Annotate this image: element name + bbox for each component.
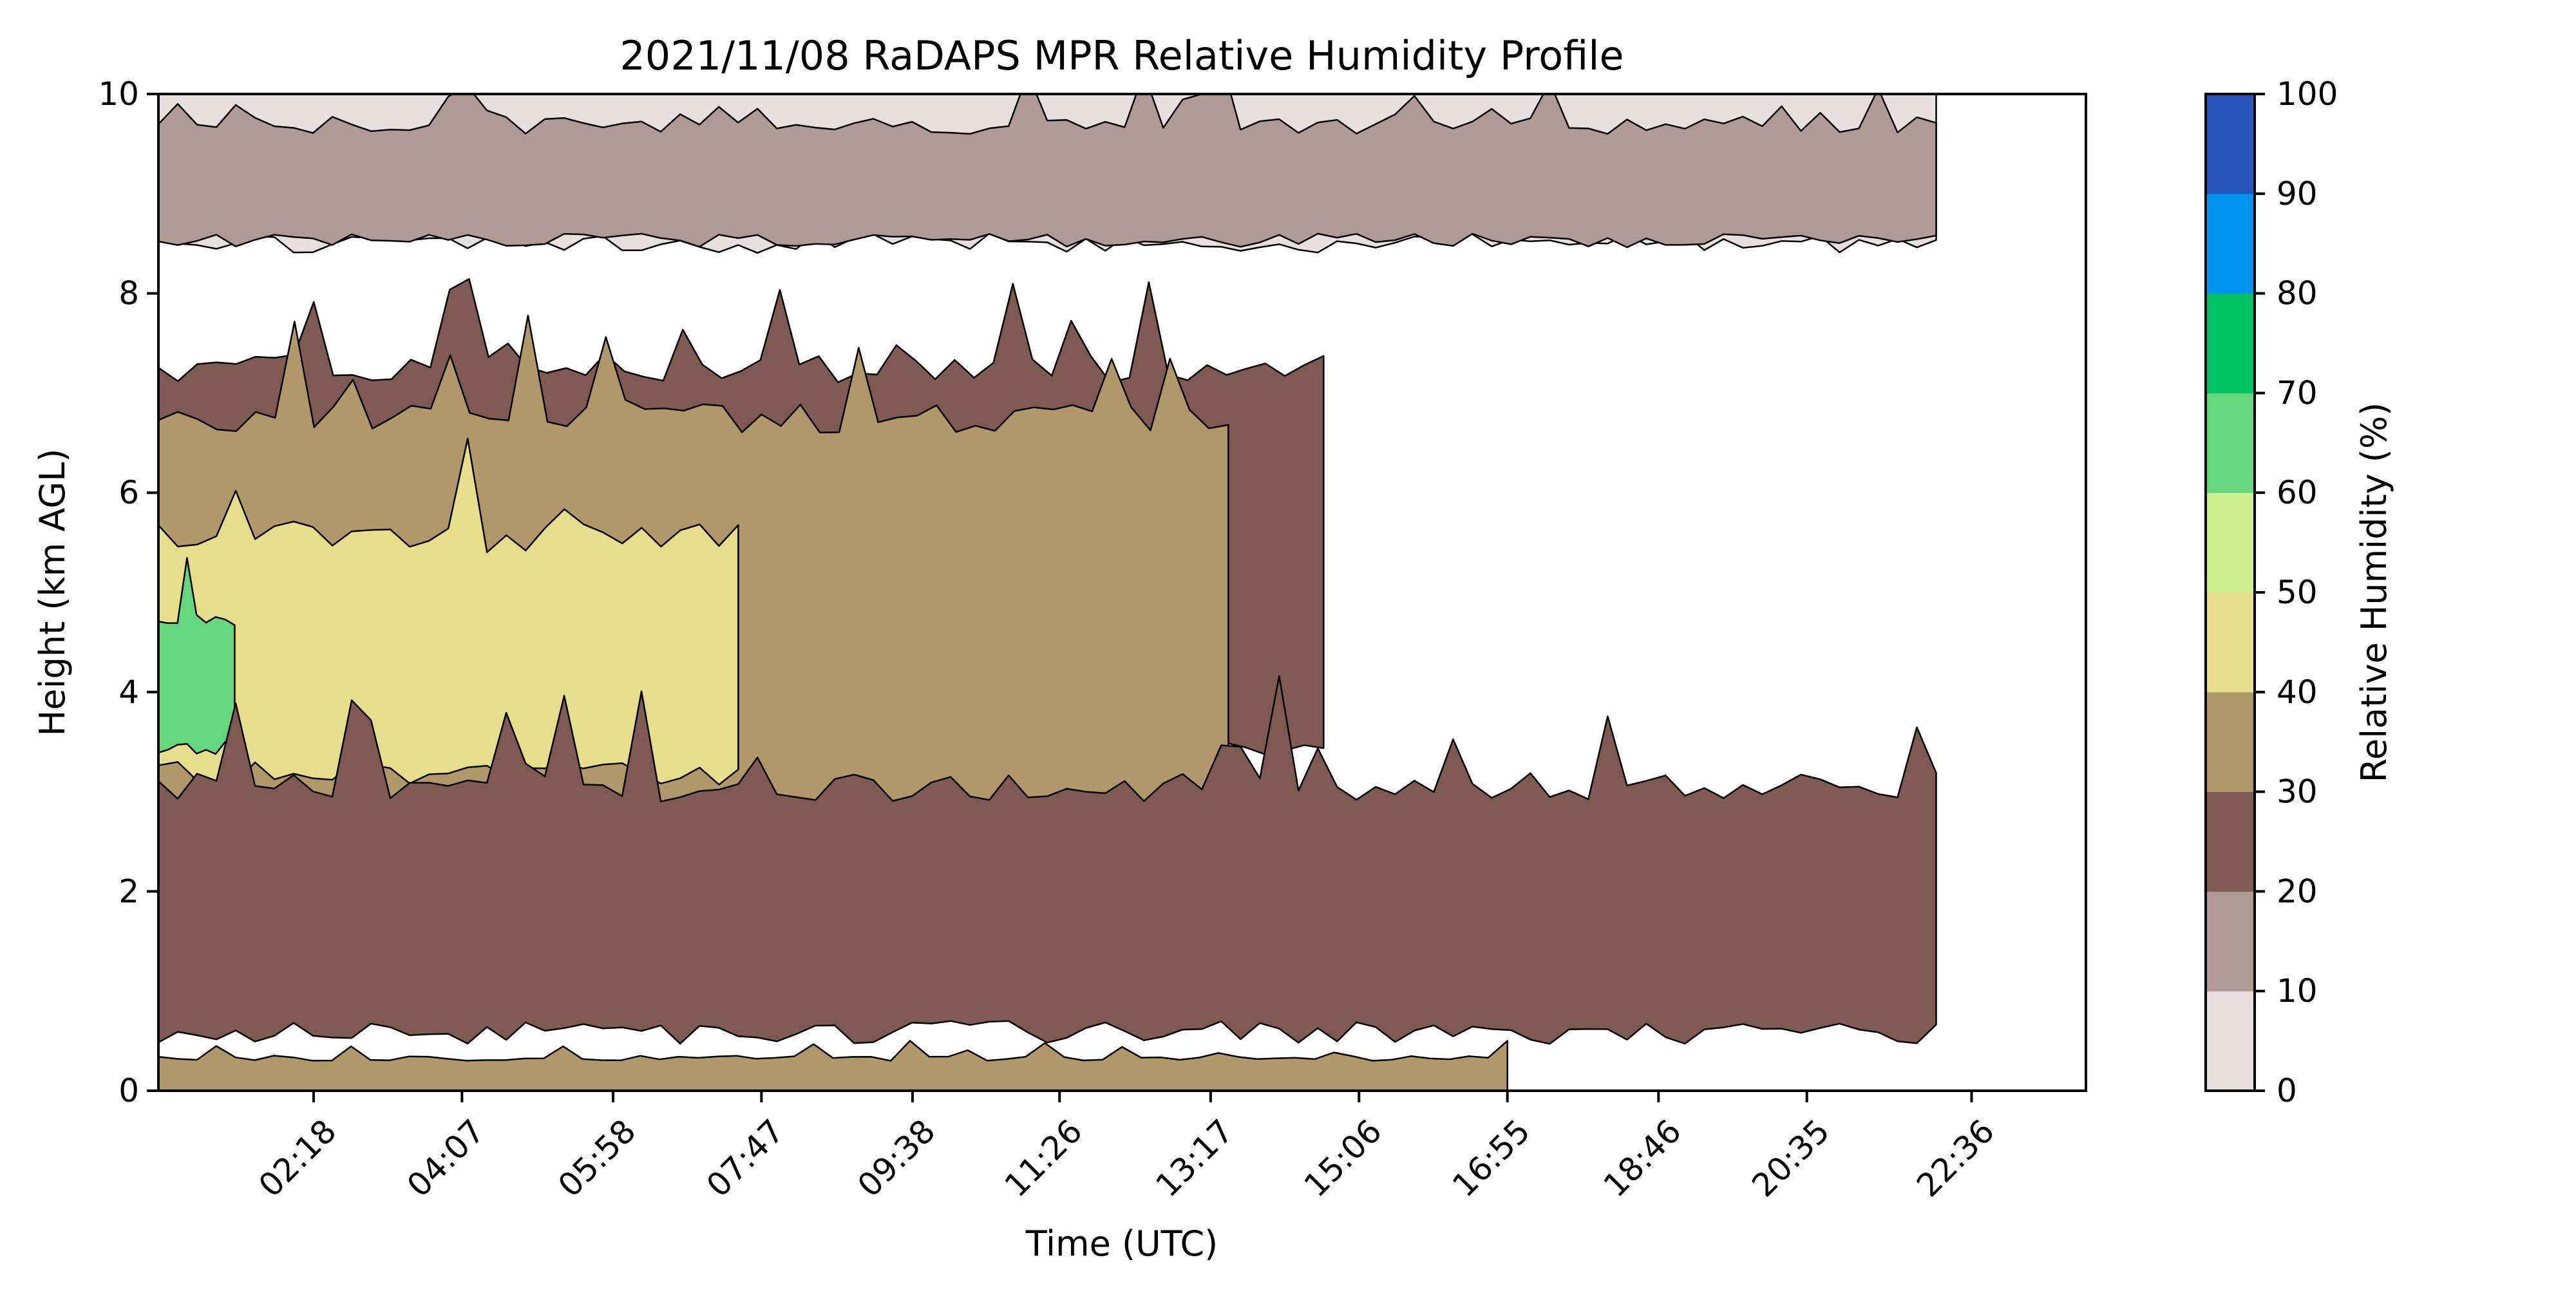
colorbar-tick-label: 60 xyxy=(2277,474,2318,511)
y-tick-label: 8 xyxy=(118,275,139,312)
colorbar: 0 10 20 30 40 50 60 70 80 90 100 xyxy=(2204,75,2338,1109)
x-tick-label: 11:26 xyxy=(998,1112,1090,1204)
colorbar-tick-label: 100 xyxy=(2277,75,2338,113)
x-tick-label: 15:06 xyxy=(1297,1112,1389,1204)
y-axis-label: Height (km AGL) xyxy=(32,449,73,737)
y-tick-label: 6 xyxy=(118,474,139,511)
x-tick-label: 07:47 xyxy=(699,1112,791,1204)
colorbar-tick-label: 70 xyxy=(2277,374,2318,411)
x-tick-label: 13:17 xyxy=(1148,1112,1240,1204)
colorbar-swatch xyxy=(2206,791,2255,892)
x-tick-label: 05:58 xyxy=(551,1112,643,1204)
colorbar-tick-label: 0 xyxy=(2277,1072,2297,1109)
x-tick-label: 09:38 xyxy=(851,1112,943,1204)
colorbar-swatch xyxy=(2206,592,2255,693)
colorbar-tick-label: 10 xyxy=(2277,972,2318,1010)
contour-band-2 xyxy=(158,94,1937,249)
x-tick-label: 18:46 xyxy=(1596,1112,1689,1204)
y-tick-label: 4 xyxy=(118,674,139,711)
colorbar-tick-label: 80 xyxy=(2277,275,2318,312)
colorbar-tick-label: 40 xyxy=(2277,674,2318,711)
y-tick-label: 10 xyxy=(98,75,139,113)
x-axis: 02:18 04:07 05:58 07:47 09:38 11:26 13:17 15:06… xyxy=(252,1091,2002,1204)
plot-area: 02:18 04:07 05:58 07:47 09:38 11:26 13:17 15:06… xyxy=(98,75,2087,1204)
chart-title: 2021/11/08 RaDAPS MPR Relative Humidity … xyxy=(620,32,1624,79)
x-tick-label: 02:18 xyxy=(252,1112,344,1204)
contour-band-8 xyxy=(158,1040,1508,1091)
colorbar-tick-label: 20 xyxy=(2277,872,2318,910)
contour-fills xyxy=(158,94,1937,1091)
x-tick-label: 16:55 xyxy=(1445,1112,1537,1204)
y-axis: 0 2 4 6 8 10 xyxy=(98,75,158,1109)
x-tick-label: 04:07 xyxy=(400,1112,492,1204)
colorbar-tick-label: 50 xyxy=(2277,574,2318,611)
colorbar-swatch xyxy=(2206,991,2255,1091)
colorbar-tick-label: 90 xyxy=(2277,175,2318,212)
colorbar-swatch xyxy=(2206,692,2255,793)
colorbar-label: Relative Humidity (%) xyxy=(2354,402,2394,782)
contour-band-7 xyxy=(158,675,1937,1045)
colorbar-swatch xyxy=(2206,193,2255,294)
colorbar-swatch xyxy=(2206,293,2255,393)
y-tick-label: 0 xyxy=(118,1072,139,1109)
colorbar-swatch xyxy=(2206,393,2255,493)
colorbar-swatch xyxy=(2206,891,2255,992)
colorbar-tick-label: 30 xyxy=(2277,773,2318,811)
plot-frame xyxy=(157,93,2087,1092)
y-tick-label: 2 xyxy=(118,872,139,910)
colorbar-swatch xyxy=(2206,94,2255,194)
colorbar-swatch xyxy=(2206,493,2255,593)
x-axis-label: Time (UTC) xyxy=(1025,1223,1218,1264)
x-tick-label: 22:36 xyxy=(1909,1112,2002,1204)
x-tick-label: 20:35 xyxy=(1745,1112,1837,1204)
